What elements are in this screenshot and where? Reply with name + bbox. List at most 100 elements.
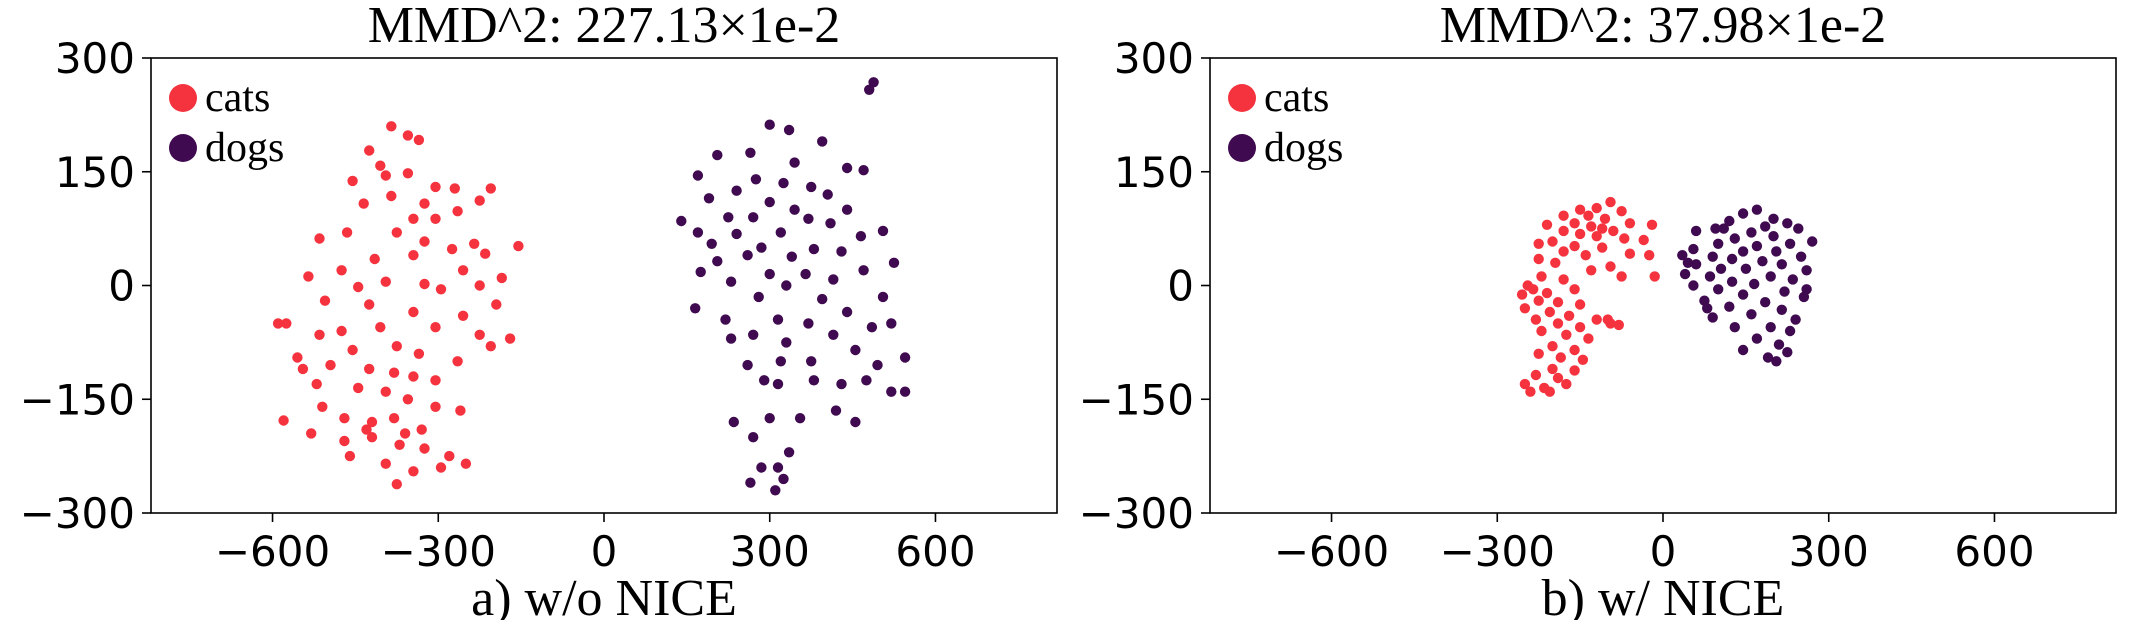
point-dogs: [817, 136, 828, 147]
point-cats: [394, 439, 405, 450]
point-cats: [391, 341, 402, 352]
point-cats: [1530, 369, 1542, 381]
point-dogs: [1724, 301, 1735, 312]
x-tick-label: −600: [215, 527, 330, 576]
scatter-points: [1516, 196, 1818, 397]
point-dogs: [1757, 256, 1768, 267]
point-dogs: [841, 306, 853, 318]
chart-panel-a: MMD^2: 227.13×1e-2 a) w/o NICE −600 −300 0 30…: [20, 0, 1058, 620]
point-dogs: [1771, 246, 1782, 257]
point-dogs: [789, 157, 800, 168]
point-cats: [469, 238, 480, 249]
point-cats: [430, 401, 441, 412]
point-cats: [1547, 341, 1558, 352]
point-dogs: [1704, 271, 1716, 282]
point-cats: [361, 424, 372, 435]
point-dogs: [676, 215, 687, 227]
point-dogs: [1782, 218, 1793, 229]
point-cats: [1533, 238, 1544, 249]
point-dogs: [1715, 263, 1727, 274]
point-dogs: [1768, 213, 1779, 224]
point-cats: [1638, 234, 1649, 246]
point-dogs: [1690, 225, 1702, 237]
point-dogs: [886, 386, 897, 397]
point-cats: [311, 378, 322, 390]
point-dogs: [841, 162, 853, 174]
point-dogs: [750, 174, 762, 185]
point-cats: [1591, 314, 1602, 325]
point-dogs: [828, 329, 839, 340]
point-cats: [1544, 306, 1556, 318]
point-cats: [364, 299, 375, 310]
point-cats: [366, 416, 378, 428]
point-dogs: [1737, 289, 1749, 300]
point-dogs: [1724, 215, 1735, 227]
point-dogs: [742, 359, 753, 371]
point-dogs: [712, 256, 723, 267]
point-cats: [408, 306, 419, 318]
point-dogs: [868, 77, 879, 88]
point-cats: [375, 322, 386, 333]
point-cats: [1541, 287, 1553, 299]
point-cats: [1619, 233, 1630, 244]
point-cats: [1591, 202, 1602, 214]
point-dogs: [1787, 274, 1799, 285]
point-cats: [435, 462, 447, 473]
point-cats: [380, 458, 391, 469]
legend-label-dogs: dogs: [205, 125, 284, 171]
point-cats: [1597, 242, 1608, 253]
point-cats: [435, 284, 447, 295]
point-cats: [491, 299, 502, 310]
point-dogs: [1740, 263, 1752, 274]
point-cats: [272, 318, 284, 329]
chart-title: MMD^2: 37.98×1e-2: [1440, 0, 1887, 54]
legend-marker-dogs: [169, 134, 197, 162]
point-cats: [455, 405, 466, 416]
point-dogs: [886, 318, 897, 329]
point-dogs: [742, 250, 753, 261]
point-cats: [278, 415, 289, 426]
point-cats: [1569, 365, 1580, 376]
point-cats: [380, 276, 391, 287]
point-dogs: [772, 462, 784, 473]
point-cats: [1577, 354, 1589, 365]
point-cats: [1624, 248, 1636, 259]
point-cats: [388, 367, 400, 378]
point-dogs: [836, 246, 847, 257]
point-cats: [1563, 310, 1575, 321]
point-cats: [485, 341, 496, 352]
point-dogs: [1765, 322, 1776, 333]
point-dogs: [789, 204, 800, 215]
point-dogs: [1790, 314, 1801, 325]
point-dogs: [783, 447, 795, 458]
point-dogs: [1779, 286, 1790, 297]
point-cats: [1561, 378, 1572, 390]
point-dogs: [1784, 238, 1796, 249]
point-cats: [402, 168, 414, 179]
point-cats: [1649, 271, 1660, 282]
point-dogs: [806, 181, 817, 193]
point-cats: [452, 206, 463, 217]
point-dogs: [1801, 284, 1812, 295]
point-dogs: [1782, 347, 1793, 358]
point-dogs: [1737, 344, 1749, 356]
point-cats: [474, 329, 485, 340]
point-dogs: [720, 314, 731, 325]
point-cats: [1644, 250, 1655, 261]
point-cats: [1558, 274, 1569, 285]
point-cats: [364, 145, 375, 156]
point-cats: [446, 243, 458, 255]
point-cats: [1552, 318, 1564, 329]
point-cats: [297, 363, 309, 375]
point-cats: [1574, 204, 1586, 215]
point-dogs: [825, 218, 836, 229]
point-dogs: [1726, 253, 1738, 265]
y-tick-label: 300: [55, 34, 135, 83]
plot-frame: [150, 57, 1058, 514]
chart-caption: a) w/o NICE: [471, 570, 737, 620]
y-tick-label: −150: [20, 375, 135, 424]
legend-marker-cats: [169, 84, 197, 112]
point-cats: [1533, 348, 1544, 359]
point-dogs: [764, 196, 775, 208]
